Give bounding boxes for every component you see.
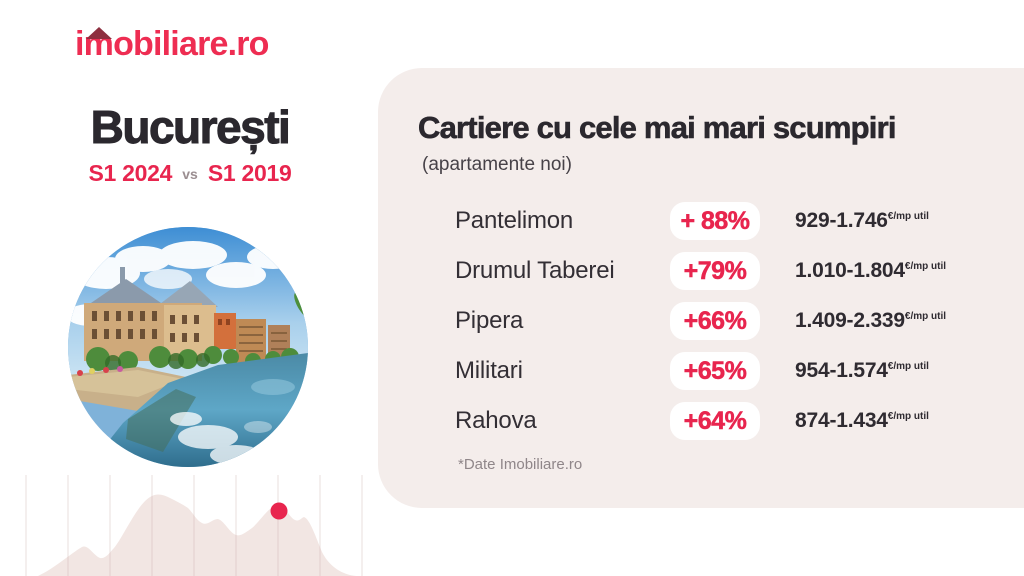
price-range: 954-1.574€/mp util — [795, 359, 929, 382]
neighborhood-list: Pantelimon + 88% 929-1.746€/mp util Drum… — [455, 196, 975, 446]
neighborhood-name: Pantelimon — [455, 207, 574, 234]
list-item: Rahova +64% 874-1.434€/mp util — [455, 396, 975, 446]
price-unit: €/mp util — [887, 361, 929, 372]
imobiliare-logo: imobiliare.ro — [75, 25, 269, 63]
price-range: 1.409-2.339€/mp util — [795, 309, 947, 332]
decorative-trend-chart — [25, 475, 378, 576]
trend-highlight-dot — [270, 502, 288, 520]
neighborhood-name: Pipera — [455, 307, 524, 334]
highlights-panel: Cartiere cu cele mai mari scumpiri (apar… — [378, 68, 1024, 508]
list-item: Drumul Taberei +79% 1.010-1.804€/mp util — [455, 246, 975, 296]
change-badge: +66% — [670, 302, 760, 340]
trend-gridlines — [25, 475, 363, 576]
trend-area — [38, 494, 378, 576]
page-title: București — [90, 101, 291, 154]
change-badge: +65% — [670, 352, 760, 390]
price-unit: €/mp util — [904, 311, 947, 322]
city-photo-illustration — [68, 227, 308, 467]
price-range: 874-1.434€/mp util — [795, 409, 929, 432]
list-item: Pantelimon + 88% 929-1.746€/mp util — [455, 196, 975, 246]
logo-house-roof-icon — [86, 27, 112, 39]
neighborhood-name: Rahova — [455, 407, 537, 434]
change-badge: + 88% — [670, 202, 760, 240]
change-badge: +64% — [670, 402, 760, 440]
change-badge: +79% — [670, 252, 760, 290]
period-right: S1 2019 — [207, 160, 292, 186]
price-unit: €/mp util — [887, 211, 929, 222]
price-unit: €/mp util — [887, 411, 929, 422]
period-left: S1 2024 — [88, 160, 173, 186]
data-source-note: *Date Imobiliare.ro — [458, 456, 583, 473]
vs-label: vs — [182, 166, 198, 182]
panel-subtitle: (apartamente noi) — [422, 154, 572, 175]
list-item: Pipera +66% 1.409-2.339€/mp util — [455, 296, 975, 346]
neighborhood-name: Drumul Taberei — [455, 257, 615, 284]
price-range: 1.010-1.804€/mp util — [795, 259, 947, 282]
city-photo — [68, 227, 308, 467]
price-unit: €/mp util — [904, 261, 947, 272]
list-item: Militari +65% 954-1.574€/mp util — [455, 346, 975, 396]
panel-title: Cartiere cu cele mai mari scumpiri — [418, 110, 897, 146]
price-range: 929-1.746€/mp util — [795, 209, 929, 232]
neighborhood-name: Militari — [455, 357, 523, 384]
comparison-period: S1 2024 vs S1 2019 — [0, 160, 380, 187]
